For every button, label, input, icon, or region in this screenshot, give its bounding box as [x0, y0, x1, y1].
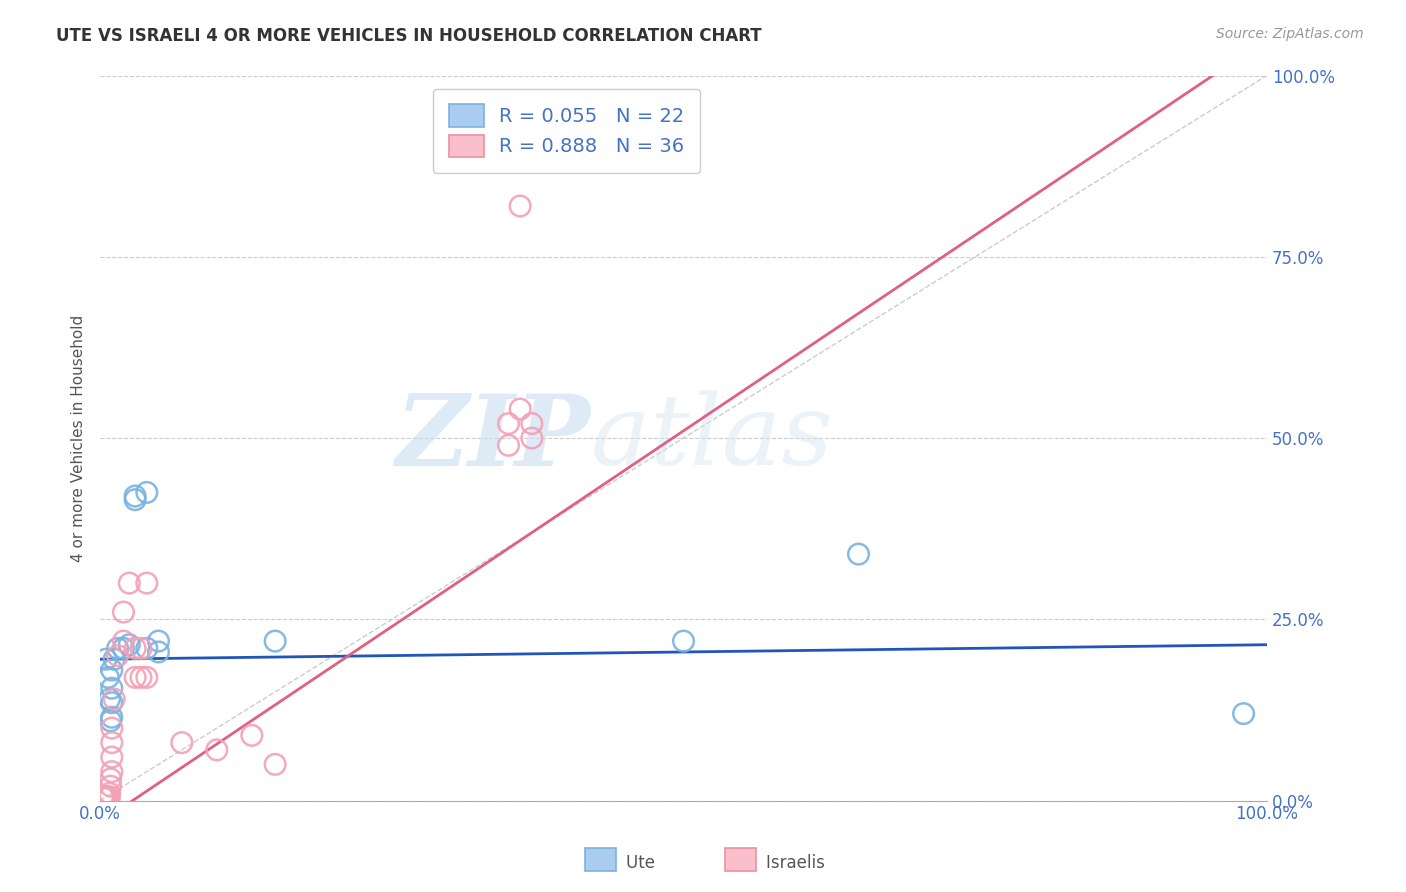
Point — [112, 634, 135, 648]
FancyBboxPatch shape — [585, 848, 616, 871]
Point — [94, 789, 117, 804]
Point — [101, 696, 124, 710]
Point — [98, 786, 121, 800]
Point — [498, 438, 520, 452]
Point — [264, 757, 287, 772]
Point — [107, 641, 129, 656]
Point — [520, 417, 543, 431]
Point — [124, 492, 146, 507]
Point — [101, 721, 124, 735]
Point — [520, 431, 543, 445]
Point — [98, 789, 121, 804]
Point — [264, 634, 287, 648]
Point — [129, 670, 152, 684]
Point — [101, 681, 124, 696]
Text: ZIP: ZIP — [395, 390, 591, 486]
Point — [98, 692, 121, 706]
Point — [498, 417, 520, 431]
Y-axis label: 4 or more Vehicles in Household: 4 or more Vehicles in Household — [72, 315, 86, 562]
Text: Source: ZipAtlas.com: Source: ZipAtlas.com — [1216, 27, 1364, 41]
Point — [103, 652, 125, 666]
Point — [94, 652, 117, 666]
Point — [129, 641, 152, 656]
Point — [93, 789, 115, 804]
Point — [240, 728, 263, 742]
Text: atlas: atlas — [591, 391, 832, 486]
Point — [509, 402, 531, 417]
Point — [101, 764, 124, 779]
Point — [97, 789, 120, 804]
Point — [509, 199, 531, 213]
Point — [100, 772, 122, 786]
Legend: R = 0.055   N = 22, R = 0.888   N = 36: R = 0.055 N = 22, R = 0.888 N = 36 — [433, 89, 700, 173]
Point — [112, 605, 135, 619]
Text: Ute: Ute — [605, 855, 655, 872]
Point — [135, 670, 157, 684]
Point — [1232, 706, 1254, 721]
Text: UTE VS ISRAELI 4 OR MORE VEHICLES IN HOUSEHOLD CORRELATION CHART: UTE VS ISRAELI 4 OR MORE VEHICLES IN HOU… — [56, 27, 762, 45]
Point — [103, 692, 125, 706]
Point — [94, 789, 117, 804]
Point — [848, 547, 870, 561]
Point — [97, 670, 120, 684]
Point — [148, 634, 170, 648]
Point — [100, 779, 122, 793]
Point — [118, 576, 141, 591]
Point — [135, 641, 157, 656]
Point — [96, 789, 118, 804]
Point — [101, 736, 124, 750]
Point — [97, 789, 120, 804]
Point — [91, 789, 114, 804]
FancyBboxPatch shape — [725, 848, 756, 871]
Text: Israelis: Israelis — [745, 855, 825, 872]
Point — [101, 710, 124, 724]
Point — [124, 670, 146, 684]
Point — [205, 743, 228, 757]
Point — [124, 641, 146, 656]
Point — [135, 576, 157, 591]
Point — [124, 489, 146, 503]
Point — [118, 638, 141, 652]
Point — [135, 485, 157, 500]
Point — [148, 645, 170, 659]
Point — [107, 648, 129, 663]
Point — [100, 714, 122, 728]
Point — [170, 736, 193, 750]
Point — [101, 750, 124, 764]
Point — [112, 641, 135, 656]
Point — [101, 663, 124, 677]
Point — [672, 634, 695, 648]
